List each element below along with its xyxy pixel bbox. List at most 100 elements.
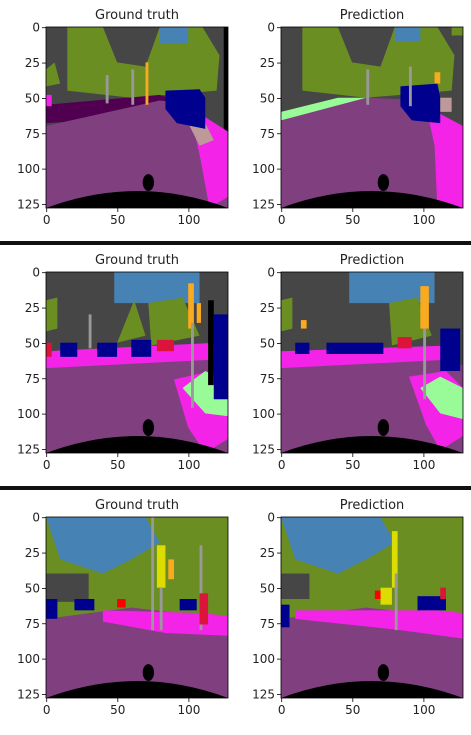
y-tick-label: 25 [260, 301, 275, 315]
sidewalk-region [295, 610, 463, 639]
row-3-plot: Ground truth 0 50 100 0 25 50 75 100 125 Predictio… [17, 498, 464, 717]
car-region [165, 89, 206, 129]
rider-region [374, 590, 381, 600]
y-tick-label: 75 [25, 127, 40, 141]
axes-frame [45, 271, 229, 454]
ego-vehicle-region [281, 191, 463, 208]
x-tick-label: 50 [110, 458, 125, 472]
axes-frame [280, 271, 464, 454]
ego-vehicle-region [377, 664, 390, 682]
vegetation-region [451, 27, 463, 36]
y-tick-label: 100 [252, 652, 275, 666]
fence-region [188, 123, 214, 146]
vegetation-region [46, 297, 58, 332]
pole-region [151, 517, 155, 631]
pole-region [159, 587, 163, 631]
row-1-plot: Ground truth 0 50 100 0 25 50 75 100 125 Predictio… [17, 8, 464, 227]
panel-title: Ground truth [95, 253, 179, 268]
y-tick-label: 125 [252, 687, 275, 701]
x-tick-label: 50 [110, 213, 125, 227]
y-tick-label: 0 [32, 511, 40, 525]
traffic-light-region [145, 62, 149, 105]
vegetation-region [67, 27, 220, 98]
ego-vehicle-region [142, 664, 155, 682]
x-tick-label: 100 [412, 458, 435, 472]
y-tick-label: 125 [252, 197, 275, 211]
x-tick-label: 100 [177, 703, 200, 717]
y-tick-label: 0 [267, 266, 275, 280]
x-tick-label: 0 [43, 458, 51, 472]
x-tick-label: 100 [412, 213, 435, 227]
segmentation-image [281, 27, 463, 208]
ego-vehicle-region [46, 436, 228, 453]
road-region [46, 100, 228, 208]
y-tick-label: 0 [267, 511, 275, 525]
axes-frame [280, 516, 464, 699]
pole-region [366, 69, 370, 105]
row-separator-1 [0, 241, 471, 245]
pole-region [105, 75, 109, 104]
row-separator-2 [0, 486, 471, 490]
building-region [281, 573, 310, 600]
building-region [46, 573, 89, 602]
segmentation-image [46, 517, 228, 698]
y-tick-label: 125 [252, 442, 275, 456]
person-region [199, 593, 209, 625]
sky-region [159, 27, 189, 44]
fence-region [440, 97, 452, 112]
road-region [281, 97, 463, 208]
y-tick-label: 25 [260, 56, 275, 70]
segmentation-image [46, 272, 228, 453]
car-region [131, 339, 152, 357]
vegetation-region [188, 517, 228, 588]
panel-title: Ground truth [95, 8, 179, 23]
ego-vehicle-region [46, 681, 228, 698]
figure-row-3: Ground truth 0 50 100 0 25 50 75 100 125 Predictio… [0, 490, 471, 731]
traffic-sign-region [156, 545, 166, 588]
sky-region [46, 517, 160, 574]
y-tick-label: 75 [25, 617, 40, 631]
person-region [156, 339, 174, 352]
y-tick-label: 0 [32, 266, 40, 280]
panel-title: Prediction [340, 498, 405, 513]
y-tick-label: 25 [260, 546, 275, 560]
axes-frame [45, 516, 229, 699]
x-tick-label: 50 [345, 703, 360, 717]
vegetation-region [148, 297, 200, 346]
panel-title: Prediction [340, 253, 405, 268]
ego-vehicle-region [281, 681, 463, 698]
traffic-sign-region [391, 531, 398, 588]
y-tick-label: 25 [25, 301, 40, 315]
y-tick-label: 125 [17, 442, 40, 456]
x-tick-label: 100 [177, 458, 200, 472]
segmentation-image [46, 27, 228, 208]
y-tick-label: 75 [260, 372, 275, 386]
segmentation-image [281, 517, 463, 698]
y-tick-label: 125 [17, 687, 40, 701]
car-region [326, 342, 384, 355]
pole-region [131, 69, 135, 105]
sidewalk-region [102, 610, 228, 636]
y-tick-label: 100 [252, 162, 275, 176]
vegetation-region [46, 62, 61, 87]
vegetation-region [281, 297, 293, 332]
pole-region [423, 328, 427, 400]
y-tick-label: 25 [25, 546, 40, 560]
panel-title: Prediction [340, 8, 405, 23]
traffic-light-region [420, 286, 429, 329]
x-tick-label: 0 [278, 213, 286, 227]
traffic-light-region [434, 72, 441, 84]
car-region [213, 314, 228, 400]
x-tick-label: 50 [110, 703, 125, 717]
y-tick-label: 0 [267, 21, 275, 35]
person-region [440, 587, 446, 600]
x-tick-label: 50 [345, 458, 360, 472]
ego-region [223, 27, 228, 155]
traffic-light-region [188, 283, 194, 329]
y-tick-label: 100 [252, 407, 275, 421]
y-tick-label: 50 [260, 581, 275, 595]
pole-region [408, 66, 412, 107]
car-region [60, 342, 78, 357]
car-region [417, 596, 446, 611]
y-tick-label: 75 [260, 127, 275, 141]
